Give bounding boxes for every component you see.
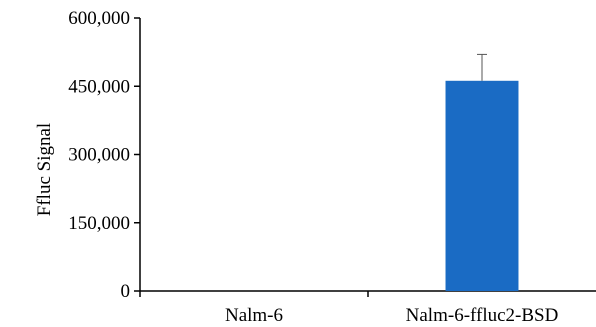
x-ticks: [139, 291, 369, 297]
y-tick-label: 600,000: [68, 8, 130, 29]
bar: [445, 80, 519, 291]
y-tick-label: 150,000: [68, 213, 130, 234]
y-tick-label: 450,000: [68, 76, 130, 97]
x-tick-label: Nalm-6: [225, 305, 283, 326]
y-tick-label: 0: [121, 281, 131, 302]
y-tick-label: 300,000: [68, 145, 130, 166]
x-tick-labels: Nalm-6 Nalm-6-ffluc2-BSD: [225, 305, 558, 326]
axes: [139, 18, 596, 292]
x-tick-label: Nalm-6-ffluc2-BSD: [406, 305, 559, 326]
bars: [445, 53, 519, 291]
y-axis-title: Ffluc Signal: [34, 123, 55, 216]
y-ticks: 0 150,000 300,000 450,000 600,000: [68, 8, 140, 302]
